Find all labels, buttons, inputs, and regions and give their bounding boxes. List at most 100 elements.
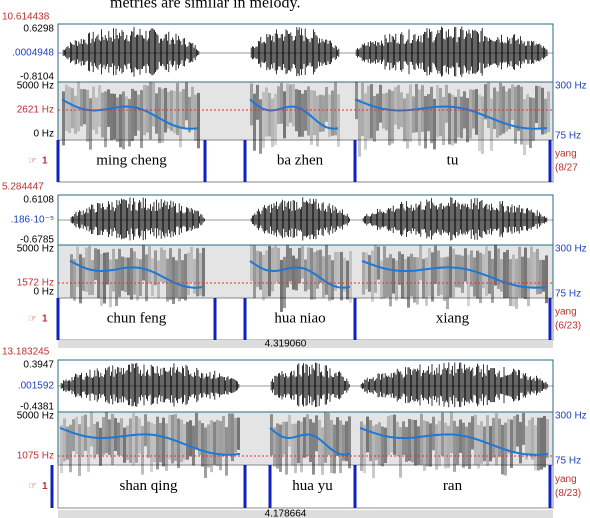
spectrogram-band bbox=[430, 86, 433, 144]
spectrogram-band bbox=[468, 422, 471, 470]
spectrogram-band bbox=[540, 417, 543, 470]
spectrogram-band bbox=[291, 423, 294, 466]
spectrogram-band bbox=[194, 94, 197, 141]
spectrogram-panel bbox=[57, 244, 554, 299]
spectrogram-band bbox=[399, 427, 402, 478]
spectrogram-band bbox=[145, 254, 148, 302]
spectrogram-band bbox=[495, 413, 498, 466]
spectrogram-band bbox=[443, 257, 446, 301]
spectrogram-band bbox=[465, 426, 468, 467]
spectrogram-band bbox=[256, 250, 259, 288]
spectrogram-band bbox=[271, 98, 274, 148]
spectrogram-band bbox=[397, 85, 400, 130]
spectrogram-band bbox=[337, 252, 340, 285]
spectrogram-band bbox=[405, 426, 408, 462]
spectrogram-band bbox=[386, 257, 389, 298]
spectrogram-band bbox=[452, 248, 455, 298]
spectrogram-band bbox=[168, 414, 171, 460]
spectrogram-band bbox=[292, 83, 295, 127]
pitch-contour bbox=[249, 260, 351, 289]
spectrogram-band bbox=[535, 85, 538, 124]
interval-boundary bbox=[243, 298, 247, 340]
spectrogram-band bbox=[464, 248, 467, 282]
spectrogram-band bbox=[196, 248, 199, 297]
spectrogram-band bbox=[71, 88, 74, 129]
spectrogram-band bbox=[349, 251, 352, 303]
interval-label: ran bbox=[443, 478, 463, 494]
spectrogram-band bbox=[493, 87, 496, 130]
spectrogram-band bbox=[181, 260, 184, 299]
spectrogram-band bbox=[103, 252, 106, 304]
spectrogram-band bbox=[197, 92, 200, 149]
spectrogram-band bbox=[470, 250, 473, 287]
tier-count: (6/23) bbox=[555, 321, 581, 332]
spectrogram-band bbox=[146, 85, 149, 133]
interval-boundary bbox=[548, 140, 552, 182]
spectrogram-band bbox=[159, 422, 162, 463]
pitch-max: 300 Hz bbox=[555, 81, 587, 92]
tier-panel bbox=[57, 139, 554, 183]
time-bottom: 4.319060 bbox=[265, 339, 307, 350]
spectrogram-band bbox=[253, 93, 256, 151]
spectrogram-band bbox=[163, 249, 166, 284]
spectrogram-band bbox=[100, 253, 103, 307]
spectrogram-band bbox=[378, 422, 381, 466]
spectrogram-band bbox=[295, 89, 298, 132]
spectrogram-band bbox=[370, 84, 373, 139]
spectrogram-band bbox=[265, 87, 268, 137]
spectrogram-band bbox=[420, 413, 423, 465]
spectrogram-band bbox=[87, 427, 90, 473]
spectrogram-band bbox=[377, 246, 380, 280]
spectrogram-band bbox=[174, 413, 177, 462]
spectrogram-band bbox=[204, 427, 207, 478]
time-bar bbox=[58, 510, 553, 518]
spectrogram-band bbox=[460, 96, 463, 139]
tier-icon: ☞ bbox=[28, 156, 37, 167]
spectrogram-band bbox=[360, 421, 363, 472]
spectrogram-band bbox=[393, 414, 396, 455]
spectrogram-band bbox=[538, 85, 541, 129]
spectrogram-band bbox=[453, 420, 456, 472]
spectrogram-band bbox=[185, 82, 188, 121]
spectrogram-band bbox=[307, 86, 310, 136]
pitch-contour bbox=[59, 426, 241, 456]
spectrogram-band bbox=[165, 423, 168, 471]
spectrogram-band bbox=[425, 257, 428, 306]
pitch-max: 300 Hz bbox=[555, 411, 587, 422]
caption: metries are similar in melody. bbox=[110, 0, 300, 12]
spectrogram-band bbox=[487, 82, 490, 129]
interval-label: hua niao bbox=[274, 310, 325, 326]
spectrogram-band bbox=[158, 87, 161, 144]
spectrogram-band bbox=[190, 246, 193, 283]
spectrogram-band bbox=[225, 427, 228, 476]
spectrogram-band bbox=[316, 250, 319, 289]
spectrogram-band bbox=[424, 95, 427, 149]
spectrogram-band bbox=[390, 415, 393, 453]
spectrogram-band bbox=[270, 414, 273, 456]
spectrogram-band bbox=[277, 86, 280, 124]
spectrogram-band bbox=[213, 421, 216, 465]
spectrogram-band bbox=[186, 421, 189, 460]
spectrogram-band bbox=[198, 420, 201, 456]
spectrogram-band bbox=[292, 255, 295, 290]
spectrogram-band bbox=[478, 94, 481, 152]
spectrogram-band bbox=[433, 98, 436, 150]
spectrogram-band bbox=[472, 89, 475, 129]
spectrogram-band bbox=[499, 82, 502, 136]
spectrogram-band bbox=[330, 420, 333, 474]
pitch-contour bbox=[61, 98, 199, 130]
spectrogram-band bbox=[125, 96, 128, 142]
spectrogram-band bbox=[164, 87, 167, 133]
spectrogram-band bbox=[432, 416, 435, 451]
spectrogram-band bbox=[365, 252, 368, 290]
interval-boundary bbox=[353, 140, 357, 182]
spectrogram-band bbox=[482, 254, 485, 289]
spectrogram-band bbox=[283, 256, 286, 309]
spectrogram-band bbox=[123, 427, 126, 463]
spectrogram-band bbox=[310, 247, 313, 300]
spectrogram-band bbox=[396, 421, 399, 457]
spectrogram-band bbox=[481, 96, 484, 154]
spectrogram-band bbox=[133, 251, 136, 295]
spectrogram-band bbox=[401, 254, 404, 299]
spectrogram-band bbox=[411, 419, 414, 463]
